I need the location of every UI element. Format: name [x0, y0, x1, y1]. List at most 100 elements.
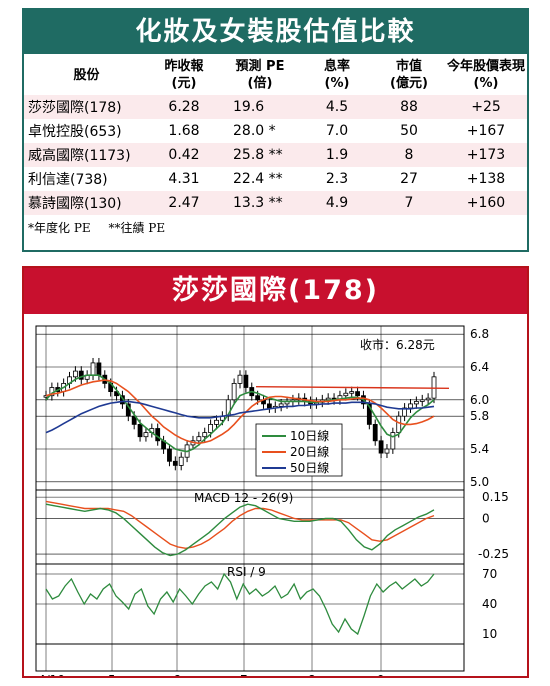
legend-label: 20日線: [290, 444, 329, 459]
chart-panel: 莎莎國際(178) 10日線 20日線 50日線 6.8 6.4 6.0 5.8 5.4 5.…: [22, 266, 529, 686]
cell-close: 6.28: [149, 95, 219, 119]
candle-body: [325, 397, 331, 401]
cell-name: 威高國際(1173): [24, 143, 149, 167]
y-tick-label: 6.0: [470, 393, 489, 407]
candle-body: [231, 383, 237, 401]
header-stock: 股份: [73, 67, 100, 83]
y-tick-label: 5.8: [470, 409, 489, 423]
legend-label: 10日線: [290, 428, 329, 443]
cell-perf: +173: [445, 143, 527, 167]
candle-body: [372, 424, 378, 442]
legend-label: 50日線: [290, 460, 329, 475]
candle-body: [278, 403, 284, 407]
candle-body: [214, 419, 219, 425]
y-tick-label: 70: [482, 567, 497, 581]
cell-close: 2.47: [149, 191, 219, 215]
cell-mcap: 27: [400, 171, 418, 187]
y-tick-label: 6.4: [470, 360, 489, 374]
ma10-line: [45, 374, 435, 453]
cell-pe: 19.6: [219, 95, 301, 119]
footnote: *年度化 PE **往績 PE: [24, 215, 527, 236]
candle-body: [384, 448, 390, 454]
x-tick-label: 9: [377, 673, 385, 676]
candle-body: [408, 403, 413, 409]
y-tick-label: 5.4: [470, 442, 489, 456]
cell-yield: 7.0: [325, 123, 349, 139]
candle-body: [378, 440, 384, 454]
candle-body: [96, 362, 102, 376]
cell-mcap: 50: [400, 123, 418, 139]
ma50-line: [45, 400, 435, 434]
candle-body: [143, 432, 149, 438]
candle-body: [243, 374, 249, 388]
cell-perf: +167: [466, 123, 506, 139]
macd-signal-line: [45, 500, 435, 550]
cell-pe: 28.0 *: [233, 123, 276, 139]
candle-body: [131, 415, 137, 425]
cell-name: 卓悅控股(653): [28, 124, 122, 140]
candle-body: [155, 428, 161, 442]
cell-mcap: 8: [373, 143, 445, 167]
candle-body: [349, 391, 355, 394]
table-header-row: 股份 昨收報 (元) 預測 PE (倍) 息率 (%) 市值 (億元) 今年股價表現 (%…: [24, 54, 527, 95]
candle-body: [390, 432, 396, 450]
ma20-line: [45, 379, 435, 445]
table-title: 化妝及女裝股估值比較: [24, 10, 527, 54]
table-row: 莎莎國際(178) 6.28 19.6 4.5 88 +25: [24, 95, 527, 119]
footnote-historical: **往績 PE: [108, 221, 166, 235]
candle-body: [78, 370, 84, 380]
x-tick-label: 7: [240, 673, 248, 676]
candle-body: [167, 448, 172, 462]
candle-body: [172, 460, 178, 466]
cell-pe: 22.4 **: [233, 171, 283, 187]
candle-body: [178, 456, 184, 466]
cell-name: 莎莎國際(178): [24, 95, 149, 119]
x-tick-label: 5: [108, 673, 116, 676]
candle-body: [90, 362, 96, 376]
cell-name: 利信達(738): [28, 172, 108, 188]
x-tick-label: 8: [308, 673, 316, 676]
macd-panel: [36, 496, 464, 557]
cell-close: 1.68: [168, 123, 200, 139]
candle-body: [343, 392, 349, 397]
rsi-title: RSI / 9: [227, 565, 266, 579]
chart-title: 莎莎國際(178): [24, 268, 527, 314]
header-pe: 預測 PE (倍): [235, 59, 285, 91]
y-tick-label: 5.0: [470, 475, 489, 489]
valuation-table: 股份 昨收報 (元) 預測 PE (倍) 息率 (%) 市值 (億元) 今年股價表現 (%…: [24, 54, 527, 215]
candle-body: [208, 424, 214, 434]
y-tick-label: 0: [482, 511, 490, 525]
macd-line: [45, 503, 435, 557]
candle-body: [202, 432, 208, 438]
resistance-line: [255, 385, 450, 390]
cell-perf: +138: [466, 171, 506, 187]
y-tick-label: -0.25: [478, 547, 509, 561]
candle-body: [237, 374, 243, 384]
cell-yield: 1.9: [301, 143, 373, 167]
macd-title: MACD 12 - 26(9): [194, 491, 293, 505]
cell-yield: 4.9: [301, 191, 373, 215]
candle-body: [425, 397, 431, 401]
y-tick-label: 0.15: [482, 490, 509, 504]
cell-pe: 25.8 **: [219, 143, 301, 167]
candle-body: [355, 391, 360, 397]
plot-border: [35, 325, 465, 672]
valuation-panel: 化妝及女裝股估值比較 股份 昨收報 (元) 預測 PE (倍) 息率 (%) 市值 (億…: [22, 8, 529, 252]
candle-body: [413, 401, 419, 405]
cell-name: 慕詩國際(130): [24, 191, 149, 215]
cell-mcap: 7: [373, 191, 445, 215]
table-row: 卓悅控股(653) 1.68 28.0 * 7.0 50 +167: [24, 119, 527, 143]
rsi-panel: [36, 572, 464, 636]
candle-body: [72, 370, 78, 378]
candle-body: [196, 436, 202, 442]
rsi-line: [45, 572, 435, 636]
y-tick-label: 40: [482, 597, 497, 611]
cell-perf: +25: [445, 95, 527, 119]
candle-body: [255, 395, 261, 401]
cell-close: 4.31: [168, 171, 200, 187]
candle-body: [419, 399, 425, 402]
table-row: 慕詩國際(130) 2.47 13.3 ** 4.9 7 +160: [24, 191, 527, 215]
cell-close: 0.42: [149, 143, 219, 167]
